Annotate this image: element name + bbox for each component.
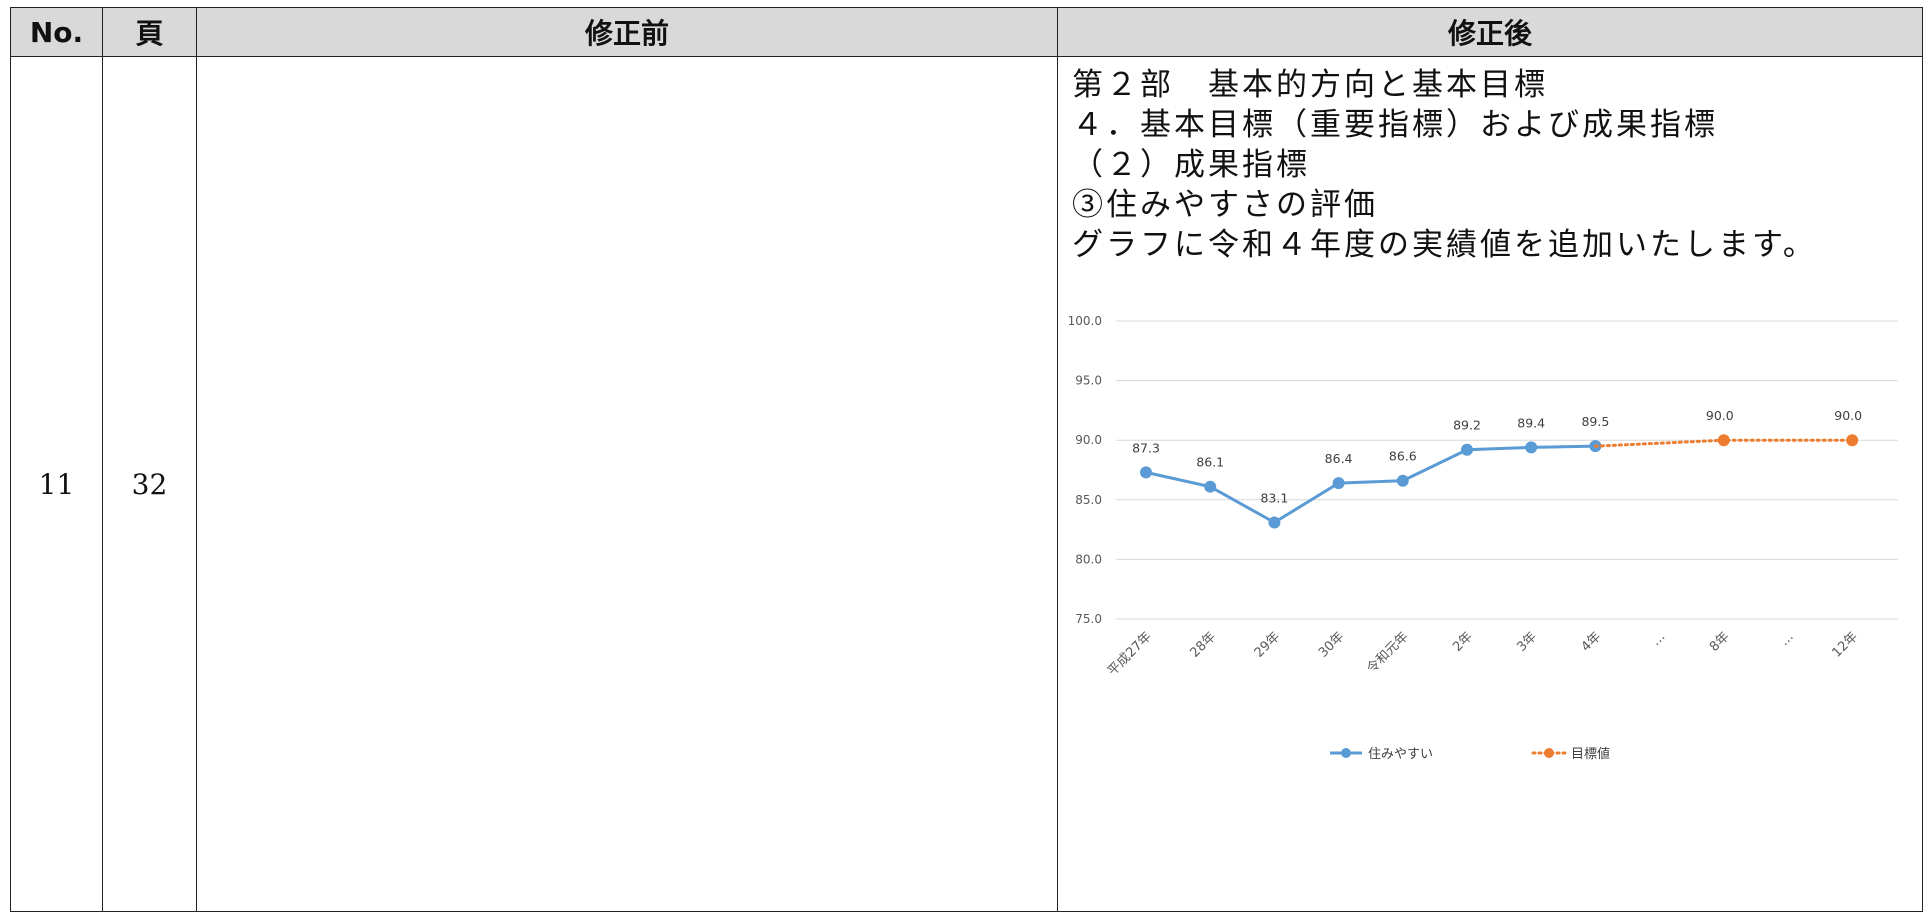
header-after: 修正後	[1057, 7, 1923, 57]
data-point	[1461, 443, 1473, 456]
after-line-indicator: （２）成果指標	[1072, 147, 1310, 183]
y-tick-label: 75.0	[1075, 612, 1102, 626]
cell-no: 11	[10, 56, 103, 912]
data-point	[1717, 434, 1730, 447]
y-tick-label: 95.0	[1075, 374, 1102, 388]
x-tick-label: 平成27年	[1105, 629, 1155, 679]
after-line-section: 第２部 基本的方向と基本目標	[1072, 67, 1548, 103]
x-tick-label: 3年	[1514, 629, 1540, 655]
data-label: 86.1	[1196, 455, 1224, 470]
after-line-goal: ４．基本目標（重要指標）および成果指標	[1072, 107, 1718, 143]
x-tick-label: 12年	[1830, 629, 1861, 660]
data-point	[1525, 441, 1538, 454]
header-page: 頁	[102, 7, 197, 57]
data-label: 86.6	[1389, 449, 1417, 464]
header-before: 修正前	[196, 7, 1058, 57]
y-tick-label: 80.0	[1075, 552, 1102, 566]
x-tick-label: 令和元年	[1364, 629, 1411, 676]
after-line-note: グラフに令和４年度の実績値を追加いたします。	[1072, 227, 1817, 263]
cell-before	[196, 56, 1058, 912]
cell-after: 第２部 基本的方向と基本目標 ４．基本目標（重要指標）および成果指標 （２）成果…	[1057, 56, 1923, 912]
after-line-item: ③住みやすさの評価	[1072, 187, 1378, 223]
data-point	[1846, 434, 1859, 447]
data-point	[1140, 466, 1152, 479]
y-tick-label: 100.0	[1068, 314, 1102, 328]
x-tick-label: 28年	[1188, 629, 1219, 660]
x-tick-label: 8年	[1707, 629, 1733, 655]
data-label: 89.4	[1517, 415, 1545, 430]
legend-swatch-marker	[1341, 748, 1351, 758]
legend-label: 目標値	[1571, 746, 1610, 762]
x-tick-label: 2年	[1450, 629, 1476, 655]
data-label: 87.3	[1132, 440, 1160, 455]
y-tick-label: 85.0	[1075, 493, 1102, 507]
x-tick-label: 4年	[1579, 629, 1605, 655]
series-line	[1145, 444, 1596, 525]
revision-table: No. 頁 修正前 修正後 11 32 第２部 基本的方向と基本目標 ４．基本目…	[10, 7, 1923, 912]
x-tick-label: 29年	[1252, 629, 1283, 660]
data-label: 83.1	[1260, 490, 1288, 505]
data-label: 90.0	[1834, 408, 1862, 423]
line-chart: 75.0 80.0 85.0 90.0 95.0 100.0 平成27年 28年 29年 30年令…	[1068, 314, 1898, 762]
data-point	[1332, 477, 1345, 490]
x-tick-label: …	[1777, 629, 1797, 649]
data-label: 89.5	[1581, 414, 1609, 429]
y-tick-label: 90.0	[1075, 433, 1102, 447]
data-label: 89.2	[1453, 418, 1481, 433]
table-row: 11 32 第２部 基本的方向と基本目標 ４．基本目標（重要指標）および成果指標…	[10, 56, 1923, 912]
data-point	[1204, 480, 1217, 493]
x-tick-label: 30年	[1316, 629, 1347, 660]
legend-label: 住みやすい	[1368, 747, 1433, 762]
header-no: No.	[10, 7, 103, 57]
x-tick-label: …	[1649, 629, 1669, 649]
header-row: No. 頁 修正前 修正後	[10, 7, 1923, 57]
legend-swatch-marker	[1544, 748, 1554, 758]
after-text: 第２部 基本的方向と基本目標 ４．基本目標（重要指標）および成果指標 （２）成果…	[1058, 57, 1922, 265]
data-point	[1268, 516, 1281, 529]
data-point	[1396, 474, 1409, 487]
data-label: 86.4	[1325, 451, 1353, 466]
data-label: 90.0	[1706, 408, 1734, 423]
chart-container: 75.0 80.0 85.0 90.0 95.0 100.0 平成27年 28年 29年 30年令…	[1058, 293, 1922, 837]
cell-page: 32	[102, 56, 197, 912]
